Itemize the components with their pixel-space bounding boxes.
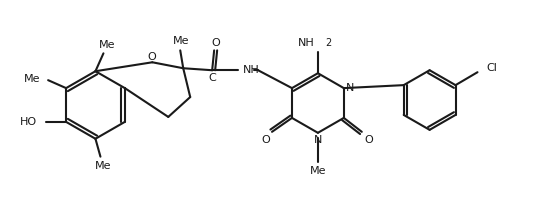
- Text: Me: Me: [24, 74, 40, 84]
- Text: O: O: [147, 52, 156, 62]
- Text: 2: 2: [325, 38, 331, 48]
- Text: NH: NH: [243, 65, 260, 75]
- Text: O: O: [212, 38, 220, 48]
- Text: O: O: [364, 135, 373, 145]
- Text: Me: Me: [95, 161, 112, 171]
- Text: Me: Me: [310, 166, 326, 176]
- Text: O: O: [262, 135, 271, 145]
- Text: Me: Me: [173, 36, 190, 46]
- Text: Me: Me: [99, 40, 116, 50]
- Text: N: N: [346, 83, 354, 93]
- Text: HO: HO: [20, 117, 37, 127]
- Text: C: C: [208, 73, 216, 83]
- Text: Cl: Cl: [487, 63, 498, 73]
- Text: NH: NH: [298, 38, 315, 48]
- Text: N: N: [314, 135, 322, 145]
